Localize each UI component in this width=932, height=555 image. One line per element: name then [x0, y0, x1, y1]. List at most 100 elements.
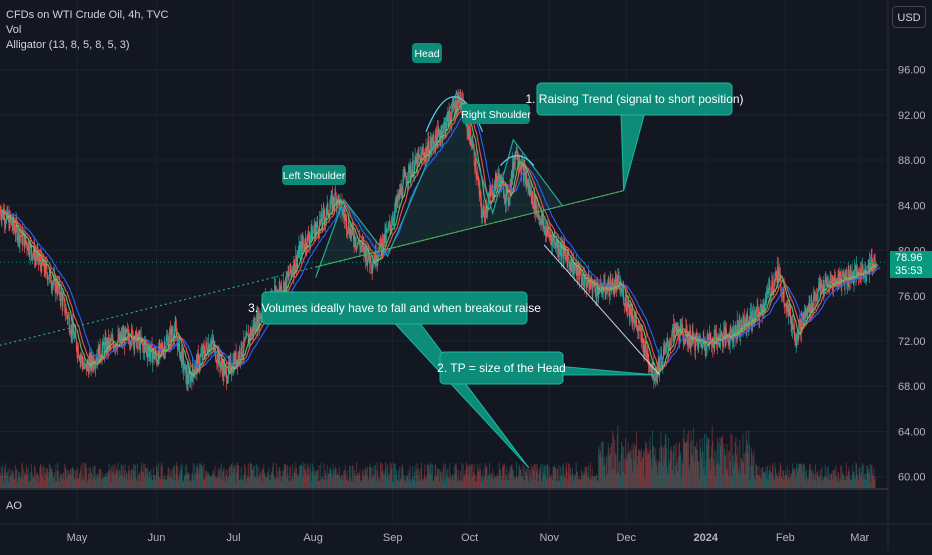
annotation-4[interactable]: 3. Volumes ideally have to fall and when… [248, 291, 541, 468]
volume-bar [377, 471, 379, 488]
annotation-2[interactable]: Right Shoulder [461, 104, 531, 124]
volume-bar [271, 471, 273, 488]
alligator-indicator-label[interactable]: Alligator (13, 8, 5, 8, 5, 3) [6, 39, 130, 51]
volume-bar [730, 475, 732, 488]
volume-bar [341, 474, 343, 488]
candle-body [319, 219, 321, 222]
volume-bar [169, 474, 171, 488]
volume-bar [197, 468, 199, 488]
candle-body [455, 99, 457, 113]
candle-body [245, 338, 247, 339]
candle-body [474, 158, 476, 171]
candle-body [512, 161, 514, 172]
candle-body [98, 343, 100, 363]
volume-bar [769, 465, 771, 488]
candle-body [732, 326, 734, 341]
x-tick-label: Sep [383, 532, 403, 544]
volume-bar [398, 481, 400, 488]
volume-bar [758, 465, 760, 488]
volume-bar [802, 473, 804, 488]
annotation-1[interactable]: Head [412, 43, 442, 63]
volume-indicator-label[interactable]: Vol [6, 24, 22, 36]
symbol-title[interactable]: CFDs on WTI Crude Oil, 4h, TVC [6, 9, 169, 21]
candle-body [838, 274, 840, 287]
volume-bar [644, 477, 646, 488]
volume-bar [753, 449, 755, 488]
volume-bar [242, 474, 244, 488]
drawing-layer[interactable] [0, 90, 888, 376]
candle-body [364, 246, 366, 252]
candle-body [294, 259, 296, 272]
volume-bar [56, 470, 58, 488]
candle-body [794, 336, 796, 340]
candle-body [476, 176, 478, 179]
candle-body [718, 336, 720, 346]
volume-bar [51, 467, 53, 488]
volume-bar [497, 478, 499, 488]
candle-body [661, 353, 663, 363]
candle-body [308, 239, 310, 244]
candle-body [587, 282, 589, 285]
candle-body [183, 369, 185, 370]
candle-body [163, 345, 165, 350]
candle-body [120, 334, 122, 338]
volume-bar [380, 463, 382, 488]
volume-bar [184, 476, 186, 488]
ao-indicator-label[interactable]: AO [6, 500, 22, 512]
candle-body [11, 220, 13, 226]
volume-bar [138, 475, 140, 488]
candle-body [197, 354, 199, 372]
volume-bar [73, 477, 75, 488]
candle-body [527, 179, 529, 190]
volume-bar [360, 480, 362, 488]
candle-body [104, 342, 106, 355]
volume-bar [12, 469, 14, 488]
volume-bar [177, 465, 179, 488]
volume-bar [470, 477, 472, 488]
candle-body [63, 297, 65, 299]
volume-bar [290, 466, 292, 488]
annotation-0[interactable]: Left Shoulder [282, 165, 346, 185]
volume-bar [505, 466, 507, 488]
candle-body [318, 232, 320, 234]
candle-body [868, 259, 870, 267]
annotation-3[interactable]: 1. Raising Trend (signal to short positi… [525, 82, 744, 191]
volume-bar [133, 471, 135, 488]
candle-body [397, 193, 399, 199]
candle-body [516, 147, 518, 153]
candle-body [469, 125, 471, 140]
candle-body [50, 282, 52, 286]
volume-bar [359, 469, 361, 488]
candle-body [280, 286, 282, 293]
candle-body [415, 157, 417, 164]
candle-body [722, 339, 724, 345]
volume-bar [318, 464, 320, 488]
volume-bar [523, 466, 525, 488]
volume-bar [573, 475, 575, 488]
candle-body [88, 365, 90, 374]
volume-bar [587, 472, 589, 488]
volume-bar [442, 479, 444, 488]
volume-bar [204, 479, 206, 488]
volume-bar [202, 478, 204, 488]
annotation-5[interactable]: 2. TP = size of the Head [437, 351, 655, 385]
candle-body [45, 262, 47, 275]
currency-button[interactable]: USD [892, 6, 926, 28]
volume-bar [866, 465, 868, 488]
volume-bar [431, 463, 433, 488]
volume-bar [523, 481, 525, 488]
volume-bar [581, 472, 583, 488]
volume-bar [297, 476, 299, 488]
volume-bar [263, 472, 265, 488]
volume-bar [701, 460, 703, 488]
volume-bar [257, 479, 259, 488]
volume-bar [136, 463, 138, 488]
candle-body [663, 348, 665, 350]
y-tick-label: 92.00 [898, 110, 926, 122]
volume-bar [731, 434, 733, 488]
volume-bar [659, 447, 661, 488]
candle-body [104, 338, 106, 343]
